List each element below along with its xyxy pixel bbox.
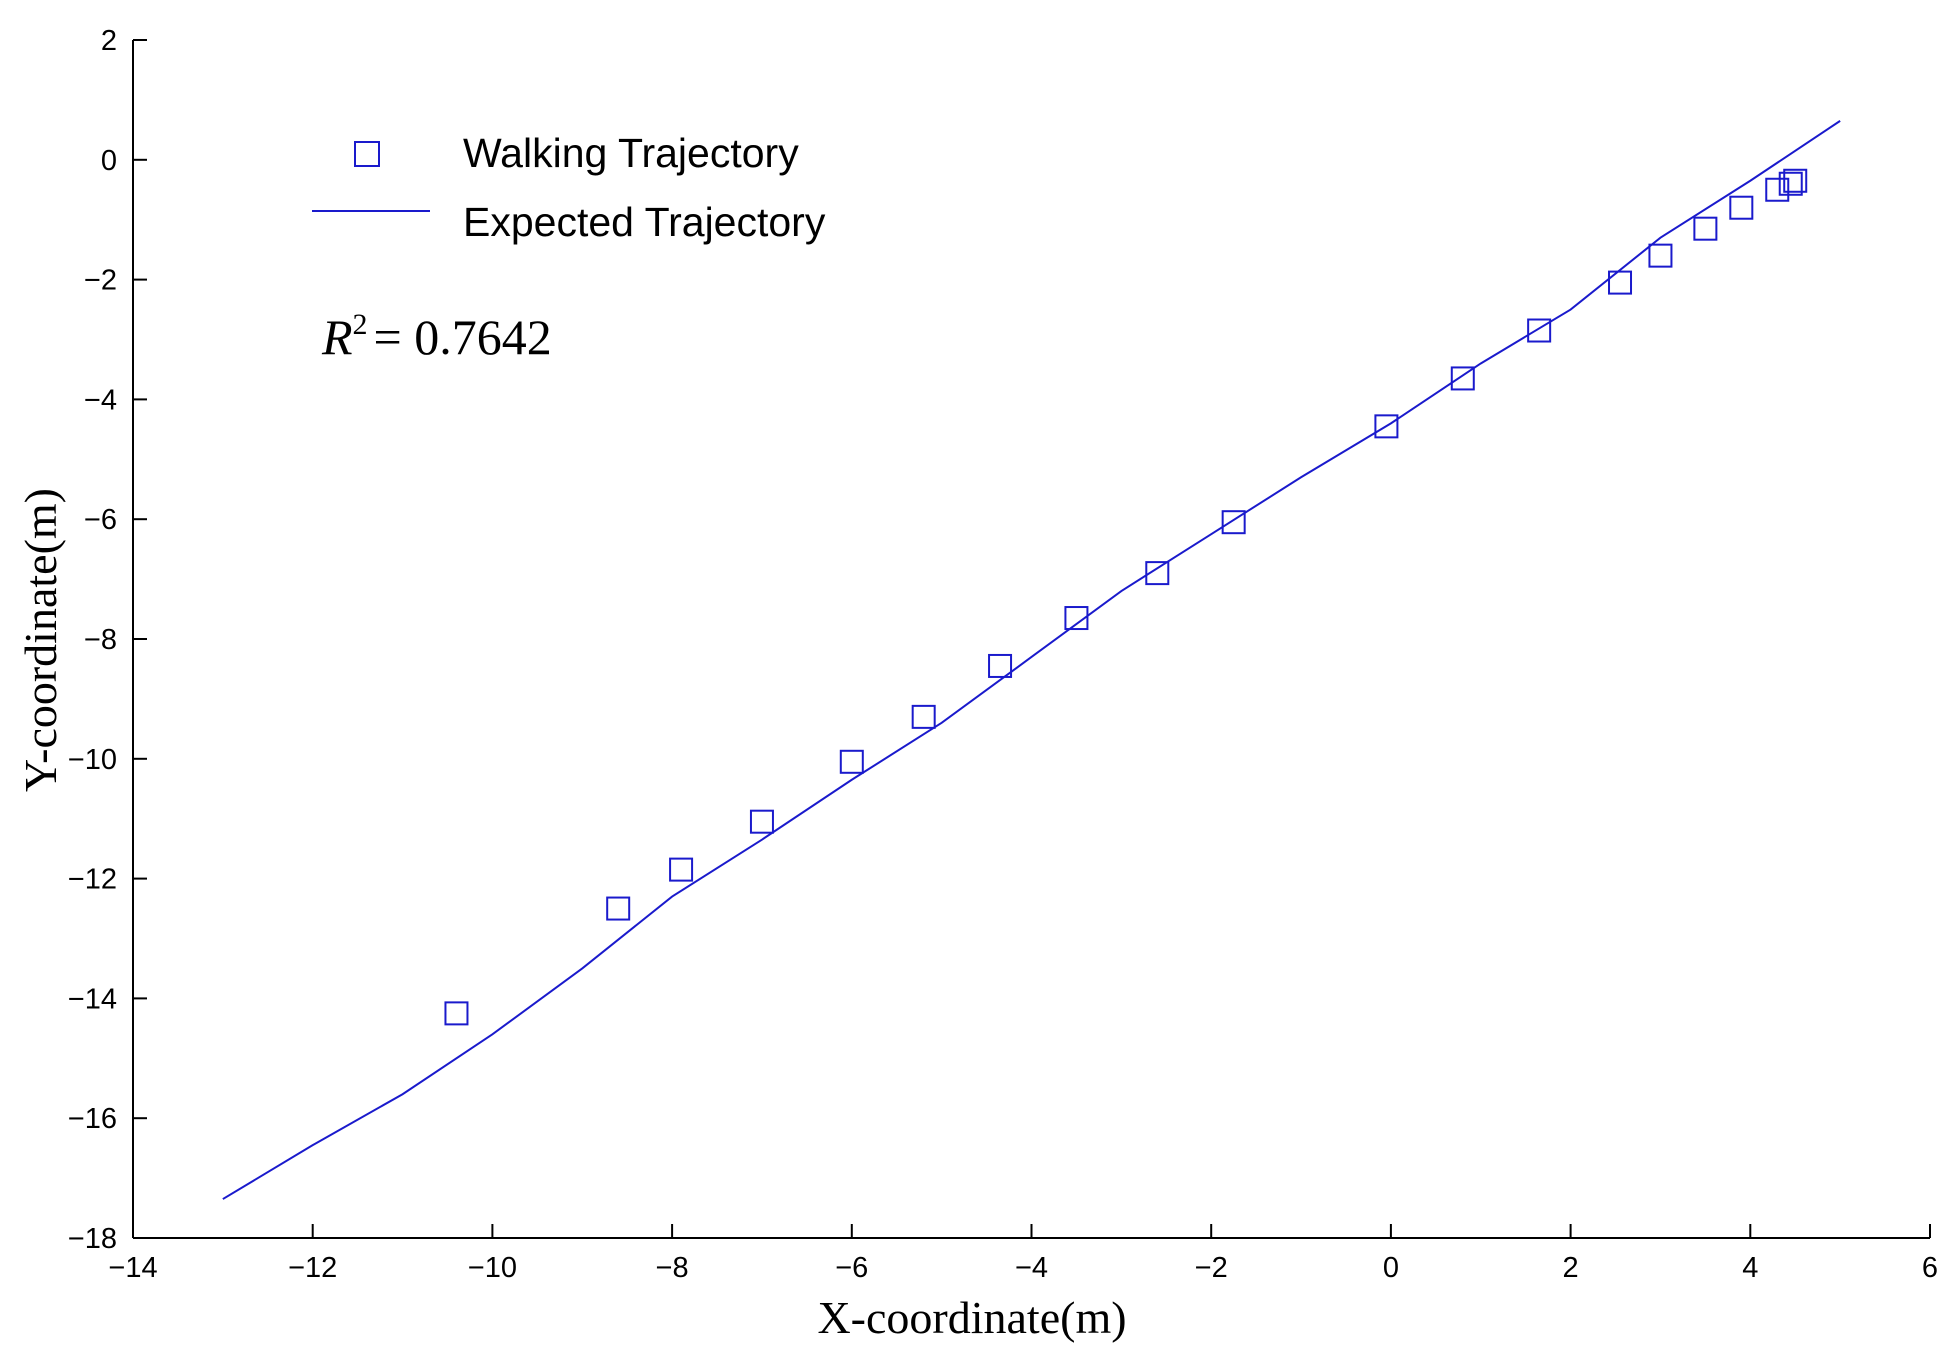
data-point-walking-trajectory (1450, 366, 1475, 391)
y-tick-label: −10 (68, 744, 117, 776)
r-squared-superscript: 2 (353, 308, 368, 341)
legend-label-walking-trajectory: Walking Trajectory (463, 130, 799, 176)
x-tick-label: −6 (835, 1252, 868, 1284)
data-point-walking-trajectory (1693, 216, 1718, 241)
x-tick-label: −14 (108, 1252, 157, 1284)
y-axis-title: Y-coordinate(m) (15, 488, 66, 792)
series-line-expected-trajectory (222, 120, 1841, 1200)
legend-label-expected-trajectory: Expected Trajectory (463, 199, 826, 245)
data-point-walking-trajectory (1608, 270, 1633, 295)
y-tick-label: −14 (68, 983, 117, 1015)
data-point-walking-trajectory (911, 704, 936, 729)
series-markers (444, 168, 1808, 1026)
data-point-walking-trajectory (1064, 606, 1089, 631)
plot-frame (132, 40, 1930, 1239)
x-tick-label: 6 (1922, 1252, 1938, 1284)
series-lines (222, 120, 1841, 1200)
data-point-walking-trajectory (444, 1001, 469, 1026)
y-tick-label: −12 (68, 864, 117, 896)
legend-marker-walking-trajectory (354, 141, 380, 167)
data-point-walking-trajectory (1374, 414, 1399, 439)
x-ticks: −14 −12 −10 −8 −6 −4 −2 0 2 4 6 (108, 1224, 1938, 1284)
data-point-walking-trajectory (1648, 243, 1673, 268)
r-squared-value: = 0.7642 (374, 309, 552, 365)
data-point-walking-trajectory (749, 809, 774, 834)
data-point-walking-trajectory (1778, 171, 1803, 196)
data-point-walking-trajectory (988, 653, 1013, 678)
y-tick-label: −8 (84, 624, 117, 656)
y-tick-label: −6 (84, 504, 117, 536)
y-ticks: 2 0 −2 −4 −6 −8 −10 −12 −14 −16 −18 (68, 25, 147, 1255)
x-axis-title: X-coordinate(m) (817, 1292, 1126, 1343)
legend: Walking Trajectory Expected Trajectory (312, 130, 826, 245)
data-point-walking-trajectory (1145, 561, 1170, 586)
y-tick-label: −18 (68, 1223, 117, 1255)
x-tick-label: −8 (656, 1252, 689, 1284)
data-point-walking-trajectory (1729, 195, 1754, 220)
data-point-walking-trajectory (606, 896, 631, 921)
x-tick-label: −10 (468, 1252, 517, 1284)
x-tick-label: 2 (1563, 1252, 1579, 1284)
x-tick-label: −2 (1195, 1252, 1228, 1284)
r-squared-symbol: R (321, 309, 353, 365)
x-tick-label: −4 (1015, 1252, 1048, 1284)
x-tick-label: 0 (1383, 1252, 1399, 1284)
y-tick-label: 2 (101, 25, 117, 57)
x-tick-label: −12 (288, 1252, 337, 1284)
y-tick-label: −2 (84, 265, 117, 297)
data-point-walking-trajectory (669, 857, 694, 882)
data-point-walking-trajectory (1527, 318, 1552, 343)
r-squared-annotation: R2 = 0.7642 (321, 308, 552, 365)
x-tick-label: 4 (1742, 1252, 1758, 1284)
data-point-walking-trajectory (1221, 510, 1246, 535)
data-point-walking-trajectory (1765, 177, 1790, 202)
data-point-walking-trajectory (839, 749, 864, 774)
y-tick-label: 0 (101, 145, 117, 177)
y-tick-label: −4 (84, 384, 117, 416)
data-point-walking-trajectory (1783, 168, 1808, 193)
y-tick-label: −16 (68, 1103, 117, 1135)
